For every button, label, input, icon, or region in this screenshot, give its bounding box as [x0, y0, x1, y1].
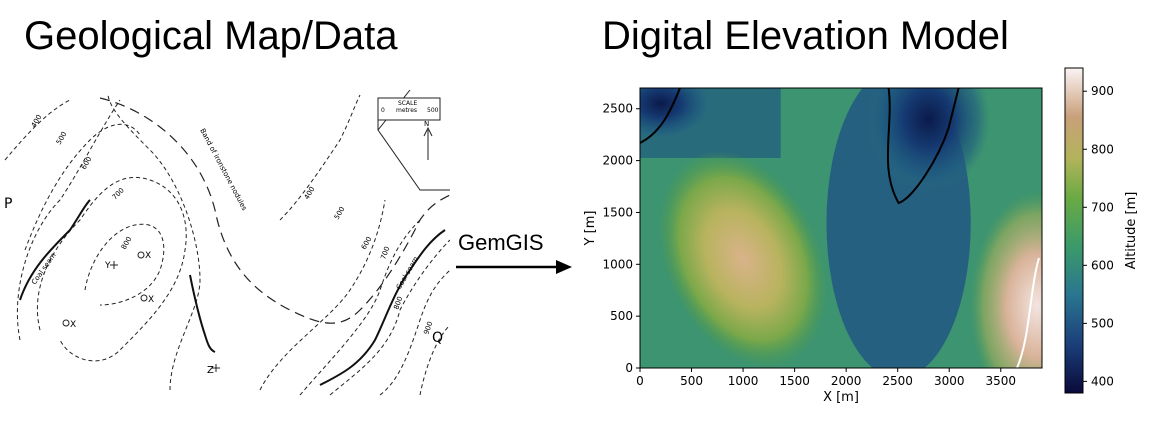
colorbar-tick-label: 800	[1091, 142, 1114, 156]
coal-seam-line	[19, 199, 91, 301]
dem-contour-400	[640, 88, 681, 144]
contour-label: 700	[379, 245, 391, 260]
colorbar-tick-label: 700	[1091, 200, 1114, 214]
colorbar-tick-label: 900	[1091, 84, 1114, 98]
contour-line	[107, 94, 201, 391]
dem-valley-corner	[640, 88, 713, 140]
x-tick-label: 2500	[882, 374, 913, 388]
ironstone-band-label: Band of ironstone nodules	[198, 127, 248, 212]
colorbar-label: Altitude [m]	[1124, 192, 1139, 270]
x-mark: X	[148, 295, 154, 305]
contour-line	[279, 94, 361, 221]
y-tick-label: 500	[610, 309, 633, 323]
x-mark: X	[70, 320, 76, 330]
ironstone-band	[99, 97, 450, 324]
colorbar: 400 500 600 700 800 900	[1064, 67, 1114, 394]
x-tick-label: 3000	[934, 374, 965, 388]
point-z-label: Z	[207, 365, 214, 376]
colorbar-gradient	[1064, 67, 1084, 394]
dem-chart: 0 500 1000 1500 2000 2500 3000 3500 0 500 1000 1500…	[583, 67, 1139, 405]
y-tick-label: 0	[625, 361, 633, 375]
contour-line	[36, 176, 187, 362]
dem-surface	[640, 88, 1042, 368]
scale-title: SCALE	[398, 100, 417, 107]
scale-start: 0	[381, 107, 385, 114]
contour-line	[16, 99, 121, 341]
x-tick-label: 0	[636, 374, 644, 388]
colorbar-tick-label: 400	[1091, 374, 1114, 388]
x-tick-label: 500	[680, 374, 703, 388]
dem-contour-400	[886, 88, 960, 205]
y-tick-label: 2500	[602, 102, 633, 116]
x-tick-label: 1000	[728, 374, 759, 388]
point-q-label: Q	[432, 330, 443, 346]
y-axis-label: Y [m]	[583, 211, 598, 247]
geological-map: SCALE metres 0 500 N P Q Y Z X X X Coal …	[4, 90, 450, 396]
contour-label: 400	[303, 185, 317, 201]
dem-peak	[969, 191, 1042, 368]
process-arrow: GemGIS	[450, 230, 580, 280]
dem-ridge	[658, 150, 829, 368]
y-tick-label: 2000	[602, 154, 633, 168]
contour-line	[259, 199, 386, 391]
point-y-label: Y	[104, 261, 111, 271]
contour-label: 600	[80, 155, 94, 171]
coal-seam-line	[319, 229, 446, 386]
dem-contour-900	[1016, 257, 1040, 368]
contour-label: 500	[333, 205, 347, 221]
contour-line	[379, 269, 450, 396]
x-axis-label: X [m]	[823, 390, 859, 405]
x-mark-circle	[62, 319, 70, 327]
fault-line	[189, 274, 216, 353]
y-tick-label: 1000	[602, 257, 633, 271]
dem-valley	[866, 88, 991, 192]
scale-end: 500	[427, 107, 439, 114]
process-arrow-label: GemGIS	[458, 230, 544, 255]
contour-line	[419, 324, 450, 396]
colorbar-tick-label: 600	[1091, 258, 1114, 272]
colorbar-tick-label: 500	[1091, 316, 1114, 330]
contour-label: 500	[55, 130, 69, 146]
x-tick-label: 2000	[831, 374, 862, 388]
scale-bar	[377, 97, 441, 121]
dem-title: Digital Elevation Model	[602, 14, 1009, 58]
coal-seam-label: Coal seam	[395, 255, 420, 291]
contour-label: 800	[120, 235, 134, 251]
contour-line	[24, 123, 141, 251]
x-tick-label: 3500	[985, 374, 1016, 388]
contour-label: 400	[30, 113, 44, 129]
contour-label: 700	[111, 186, 126, 201]
dem-plot-area	[640, 88, 1042, 368]
scale-units: metres	[396, 107, 417, 114]
contour-line	[329, 239, 450, 396]
contour-line	[84, 223, 165, 306]
map-title: Geological Map/Data	[24, 14, 398, 58]
contour-line	[4, 99, 71, 161]
x-tick-label: 1500	[779, 374, 810, 388]
y-tick-label: 1500	[602, 205, 633, 219]
contour-label: 600	[360, 235, 374, 251]
north-arrow-label: N	[424, 120, 429, 128]
x-mark-circle	[137, 251, 145, 259]
point-p-label: P	[4, 196, 12, 212]
plot-frame	[639, 87, 1043, 369]
x-mark: X	[145, 251, 151, 261]
x-mark-circle	[140, 294, 148, 302]
dem-axes: 0 500 1000 1500 2000 2500 3000 3500 0 500 1000 1500…	[602, 87, 1043, 388]
